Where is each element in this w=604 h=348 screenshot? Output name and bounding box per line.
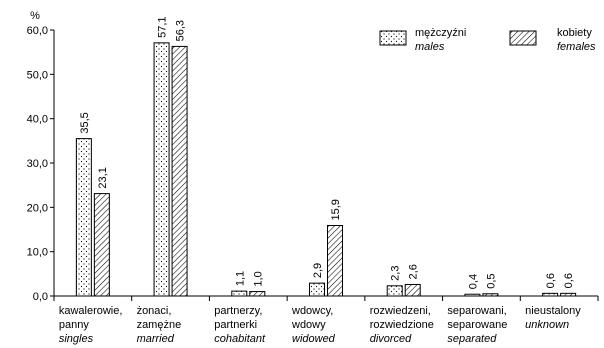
data-label: 2,6 [408, 264, 420, 279]
x-category-label-pl: partnerzy, [214, 305, 262, 317]
legend-label: kobiety females [557, 27, 596, 53]
x-category-label-en: married [137, 333, 175, 345]
x-category-label: żonaci, zamężne married [137, 305, 182, 345]
x-category-label-en: divorced [370, 333, 412, 345]
x-category-label: rozwiedzeni, rozwiedzione divorced [370, 305, 434, 345]
x-category-label-pl: żonaci, [137, 305, 172, 317]
legend-label: mężczyźni males [415, 27, 466, 53]
data-label: 2,3 [390, 266, 402, 281]
x-category-label-pl: separowani, [447, 305, 506, 317]
x-category-label-pl: kawalerowie, [59, 305, 123, 317]
data-label: 23,1 [97, 167, 109, 188]
y-tick-label: 30,0 [27, 158, 48, 170]
bar-females [171, 45, 188, 297]
x-category-label-pl: nieustalony [525, 305, 581, 317]
bar-females [249, 291, 266, 297]
data-label: 0,4 [467, 274, 479, 289]
legend-swatch-females [509, 30, 537, 46]
x-category-label-pl: rozwiedzeni, [370, 305, 431, 317]
legend-label-pl: kobiety [557, 27, 592, 39]
bar-males [153, 42, 170, 297]
x-category-label-pl: panny [59, 319, 89, 331]
y-tick-label: 20,0 [27, 202, 48, 214]
bar-males [75, 138, 92, 297]
data-label: 0,6 [563, 273, 575, 288]
x-category-label-en: cohabitant [214, 333, 266, 345]
x-category-label-en: widowed [292, 333, 336, 345]
data-label: 57,1 [157, 16, 169, 37]
legend: mężczyźni males kobiety females [379, 27, 596, 53]
bar-males [231, 290, 248, 297]
data-label: 35,5 [79, 112, 91, 133]
bar-females [93, 193, 110, 297]
x-category-label-pl: wdowy [291, 319, 326, 331]
x-category-label-en: singles [59, 333, 94, 345]
legend-label-pl: mężczyźni [415, 27, 466, 39]
x-category-label-en: unknown [525, 319, 569, 331]
x-category-label-pl: separowane [447, 319, 507, 331]
x-category-label-pl: partnerki [214, 319, 257, 331]
bar-males [386, 285, 403, 297]
y-axis: 0,0 10,0 20,0 30,0 40,0 50,0 60,0 [27, 25, 55, 303]
legend-label-en: males [415, 41, 445, 53]
x-category-label-pl: zamężne [137, 319, 182, 331]
x-category-label-pl: rozwiedzione [370, 319, 434, 331]
y-tick-label: 0,0 [33, 291, 48, 303]
legend-label-en: females [557, 41, 596, 53]
data-label: 1,0 [252, 271, 264, 286]
bar-females [327, 225, 343, 297]
y-tick-label: 10,0 [27, 247, 48, 259]
bar-males [309, 282, 325, 297]
x-category-label: separowani, separowane separated [447, 305, 507, 345]
bars: 35,5 57,1 1,1 2,9 2,3 0,4 0,6 23,1 56,3 1,0 15,9 2,… [75, 16, 577, 297]
x-category-label: partnerzy, partnerki cohabitant [214, 305, 266, 345]
data-label: 15,9 [330, 199, 342, 220]
bar-females [404, 283, 421, 297]
y-unit-label: % [30, 10, 40, 22]
data-label: 56,3 [175, 20, 187, 41]
x-category-label: wdowcy, wdowy widowed [291, 305, 336, 345]
legend-swatch-males [379, 30, 407, 46]
y-tick-label: 40,0 [27, 114, 48, 126]
x-axis: kawalerowie, panny singles żonaci, zamężne ma… [53, 295, 599, 345]
data-label: 2,9 [312, 263, 324, 278]
data-label: 0,5 [485, 273, 497, 288]
y-tick-label: 60,0 [27, 25, 48, 37]
y-tick-label: 50,0 [27, 69, 48, 81]
data-label: 1,1 [234, 271, 246, 286]
x-category-label: nieustalony unknown [525, 305, 581, 331]
data-label: 0,6 [545, 273, 557, 288]
x-category-label: kawalerowie, panny singles [59, 305, 123, 345]
x-category-label-pl: wdowcy, [291, 305, 333, 317]
x-category-label-en: separated [447, 333, 497, 345]
